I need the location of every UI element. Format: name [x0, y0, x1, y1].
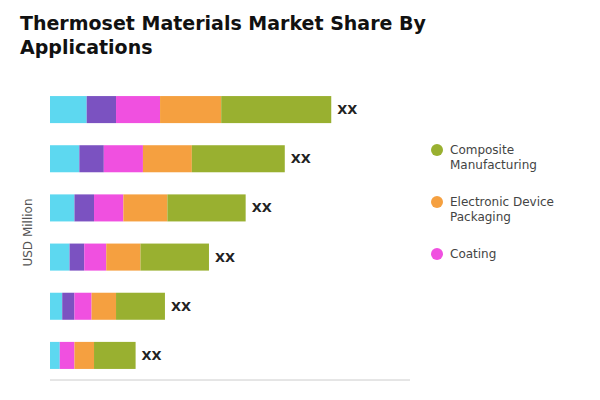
- legend-label-line: Electronic Device: [450, 195, 554, 209]
- bar-segment: [92, 293, 116, 320]
- bar-segment: [50, 194, 74, 221]
- legend-label: Electronic DevicePackaging: [450, 195, 554, 224]
- bar-segment: [84, 244, 106, 271]
- title-line: Applications: [20, 36, 153, 58]
- background: [0, 0, 600, 400]
- bar-annotation: XX: [142, 348, 162, 363]
- bar-annotation: XX: [252, 200, 272, 215]
- legend-marker: [431, 196, 443, 208]
- bar-segment: [50, 342, 60, 369]
- title: Thermoset Materials Market Share ByAppli…: [20, 12, 427, 58]
- bar-segment: [50, 145, 79, 172]
- bar-segment: [143, 145, 192, 172]
- legend-label-line: Composite: [450, 143, 514, 157]
- bar-segment: [140, 244, 208, 271]
- bar-segment: [192, 145, 285, 172]
- bar-segment: [87, 96, 116, 123]
- bar-segment: [60, 342, 75, 369]
- legend-label: CompositeManufacturing: [450, 143, 537, 172]
- legend-marker: [431, 144, 443, 156]
- bar-segment: [50, 293, 62, 320]
- title-line: Thermoset Materials Market Share By: [20, 12, 427, 34]
- bar-segment: [104, 145, 143, 172]
- bar-segment: [74, 293, 91, 320]
- bar-segment: [116, 96, 160, 123]
- bar-segment: [74, 194, 94, 221]
- bar-annotation: XX: [291, 151, 311, 166]
- legend-label-line: Packaging: [450, 210, 511, 224]
- bar-annotation: XX: [171, 299, 191, 314]
- bar-segment: [94, 194, 123, 221]
- bar-segment: [50, 244, 70, 271]
- bar-segment: [167, 194, 245, 221]
- bar-annotation: XX: [215, 250, 235, 265]
- bar-annotation: XX: [337, 102, 357, 117]
- bars: [50, 96, 331, 369]
- legend-label-line: Coating: [450, 247, 496, 261]
- bar-segment: [106, 244, 140, 271]
- legend-label-line: Manufacturing: [450, 158, 537, 172]
- bar-segment: [74, 342, 94, 369]
- bar-segment: [123, 194, 167, 221]
- bar-segment: [50, 96, 87, 123]
- legend: CompositeManufacturing Electronic DeviceP…: [431, 143, 554, 261]
- bar-segment: [62, 293, 74, 320]
- bar-segment: [221, 96, 331, 123]
- legend-marker: [431, 248, 443, 260]
- bar-segment: [116, 293, 165, 320]
- bar-segment: [94, 342, 136, 369]
- bar-segment: [79, 145, 103, 172]
- bar-segment: [160, 96, 221, 123]
- legend-label: Coating: [450, 247, 496, 261]
- y-axis-label: USD Million: [21, 198, 35, 266]
- x-axis-line: [50, 380, 410, 381]
- bar-segment: [70, 244, 85, 271]
- chart: Thermoset Materials Market Share ByAppli…: [0, 0, 600, 400]
